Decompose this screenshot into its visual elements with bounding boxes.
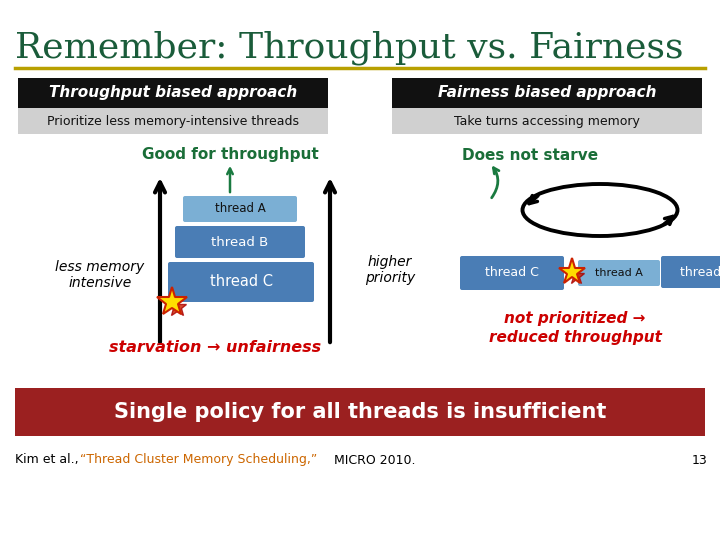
Text: thread B: thread B [212, 235, 269, 248]
FancyBboxPatch shape [392, 108, 702, 134]
Text: “Thread Cluster Memory Scheduling,”: “Thread Cluster Memory Scheduling,” [80, 454, 318, 467]
FancyBboxPatch shape [18, 108, 328, 134]
Text: higher
priority: higher priority [365, 255, 415, 285]
FancyBboxPatch shape [168, 262, 314, 302]
FancyBboxPatch shape [18, 78, 328, 108]
Text: Single policy for all threads is insufficient: Single policy for all threads is insuffi… [114, 402, 606, 422]
Text: Does not starve: Does not starve [462, 147, 598, 163]
FancyBboxPatch shape [460, 256, 564, 290]
Text: thread A: thread A [215, 202, 266, 215]
Text: thread A: thread A [595, 268, 643, 278]
Text: Remember: Throughput vs. Fairness: Remember: Throughput vs. Fairness [15, 31, 683, 65]
Text: Fairness biased approach: Fairness biased approach [438, 85, 656, 100]
FancyBboxPatch shape [15, 388, 705, 436]
Text: thread C: thread C [210, 274, 272, 289]
Text: Throughput biased approach: Throughput biased approach [49, 85, 297, 100]
FancyBboxPatch shape [392, 78, 702, 108]
Text: not prioritized →
reduced throughput: not prioritized → reduced throughput [489, 310, 662, 346]
Text: Prioritize less memory-intensive threads: Prioritize less memory-intensive threads [47, 114, 299, 127]
Text: 13: 13 [692, 454, 708, 467]
Text: starvation → unfairness: starvation → unfairness [109, 341, 321, 355]
FancyBboxPatch shape [578, 260, 660, 286]
Text: thread C: thread C [485, 267, 539, 280]
Text: MICRO 2010.: MICRO 2010. [330, 454, 415, 467]
Text: thread B: thread B [680, 266, 720, 279]
FancyBboxPatch shape [661, 256, 720, 288]
Text: Take turns accessing memory: Take turns accessing memory [454, 114, 640, 127]
Text: Kim et al.,: Kim et al., [15, 454, 83, 467]
Text: Good for throughput: Good for throughput [142, 147, 318, 163]
Text: less memory
intensive: less memory intensive [55, 260, 145, 290]
FancyBboxPatch shape [175, 226, 305, 258]
FancyBboxPatch shape [183, 196, 297, 222]
